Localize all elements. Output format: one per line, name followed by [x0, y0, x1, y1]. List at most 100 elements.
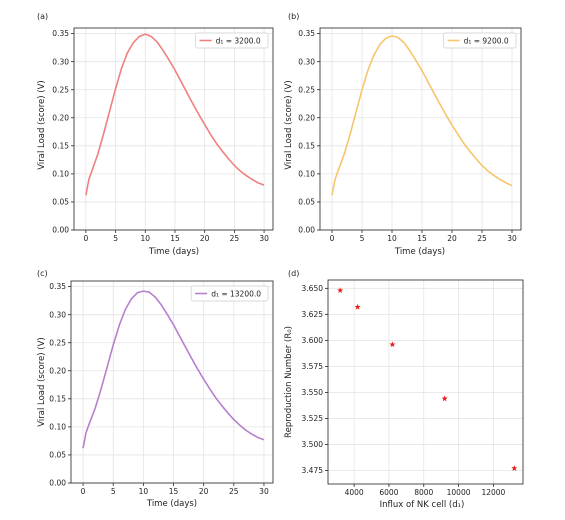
- panel-d-point-2: [389, 341, 396, 348]
- panel-b-ytick-label-1: 0.05: [298, 198, 315, 207]
- panel-d-xtick-label-1: 6000: [379, 488, 398, 497]
- panel-d-ytick-label-2: 3.525: [302, 414, 324, 423]
- panel-a-ytick-label-7: 0.35: [52, 29, 69, 38]
- panel-d-ytick-label-0: 3.475: [302, 466, 324, 475]
- panel-d-point-0: [337, 287, 344, 293]
- panel-a-xlabel: Time (days): [148, 247, 199, 257]
- panel-c-ytick-label-4: 0.20: [49, 366, 66, 375]
- panel-b-legend-label: d₁ = 9200.0: [464, 36, 509, 45]
- panel-b-ytick-label-2: 0.10: [298, 169, 315, 178]
- panel-a-ytick-label-4: 0.20: [52, 113, 69, 122]
- panel-d-ytick-label-3: 3.550: [302, 388, 324, 397]
- panel-c-frame: [70, 280, 274, 484]
- panel-c-ytick-label-1: 0.05: [49, 451, 66, 460]
- panel-b-xtick-label-2: 10: [387, 234, 397, 243]
- panel-c-xlabel: Time (days): [146, 499, 197, 509]
- panel-a-xtick-label-3: 15: [170, 234, 180, 243]
- panel-a-ytick-label-2: 0.10: [52, 169, 69, 178]
- panel-d-xtick-label-2: 8000: [414, 488, 433, 497]
- panel-b-xlabel: Time (days): [394, 247, 445, 257]
- panel-c-xtick-label-3: 15: [169, 487, 179, 496]
- panel-b-xtick-label-0: 0: [330, 234, 335, 243]
- panel-b-xtick-label-6: 30: [507, 234, 517, 243]
- panel-c-xtick-label-0: 0: [81, 487, 86, 496]
- panel-d-ytick-label-7: 3.650: [302, 284, 324, 293]
- panel-c-xtick-label-1: 5: [111, 487, 116, 496]
- panel-b-ytick-label-6: 0.30: [298, 57, 315, 66]
- panel-a-series-line-0: [85, 33, 265, 196]
- panel-d-ylabel: Reproduction Number (R₀): [284, 326, 294, 438]
- panel-a-xtick-label-6: 30: [259, 234, 269, 243]
- panel-c-xtick-label-2: 10: [139, 487, 149, 496]
- panel-b-ytick-label-3: 0.15: [298, 141, 315, 150]
- panel-d-ytick-label-1: 3.500: [302, 440, 324, 449]
- panel-c-series-line-0: [82, 290, 265, 449]
- panel-b-xtick-label-1: 5: [360, 234, 365, 243]
- panel-c-ytick-label-5: 0.25: [49, 338, 66, 347]
- panel-a-legend-label: d₁ = 3200.0: [216, 36, 261, 45]
- panel-d-ytick-label-4: 3.575: [302, 362, 324, 371]
- panel-a-xtick-label-1: 5: [113, 234, 118, 243]
- panel-a: (a) Viral Load (score) (V) Time (days) 0…: [37, 12, 274, 257]
- panel-d-point-3: [441, 395, 448, 402]
- panel-c-ytick-label-0: 0.00: [49, 479, 66, 488]
- panel-c-legend: [190, 285, 269, 302]
- panel-d-ytick-label-5: 3.600: [302, 336, 324, 345]
- panel-a-xtick-label-4: 20: [200, 234, 210, 243]
- panel-b-series-line-0: [331, 35, 513, 196]
- panel-a-plot: 0 5 10 15 20 25 30 0.00 0.05 0.10 0.15 0.20 0.25 0.30…: [52, 27, 274, 243]
- panel-a-xtick-label-2: 10: [141, 234, 151, 243]
- panel-a-frame: [73, 27, 274, 231]
- panel-c-ytick-label-6: 0.30: [49, 310, 66, 319]
- panel-b-ytick-label-5: 0.25: [298, 85, 315, 94]
- panel-a-tag: (a): [37, 12, 48, 21]
- panel-b-ylabel: Viral Load (score) (V): [284, 80, 294, 169]
- panel-a-ytick-label-0: 0.00: [52, 226, 69, 235]
- panel-a-ylabel: Viral Load (score) (V): [37, 80, 47, 169]
- panel-c: (c) Viral Load (score) (V) Time (days) 0…: [37, 269, 274, 509]
- panel-a-legend: [195, 32, 269, 49]
- panel-c-legend-label: d₁ = 13200.0: [211, 289, 261, 298]
- panel-a-xtick-label-5: 25: [230, 234, 240, 243]
- panel-d-tag: (d): [288, 269, 299, 278]
- panel-b-plot: 0 5 10 15 20 25 30 0.00 0.05 0.10 0.15 0.20 0.25 0.30…: [298, 27, 522, 243]
- panel-c-xtick-label-4: 20: [199, 487, 209, 496]
- panel-a-xtick-label-0: 0: [83, 234, 88, 243]
- panel-d-plot: 4000 6000 8000 10000 12000 3.475 3.500 3.525 3.5…: [302, 279, 524, 497]
- panel-c-ytick-label-2: 0.10: [49, 422, 66, 431]
- panel-b-plot-area: [320, 28, 521, 230]
- panel-a-ytick-label-3: 0.15: [52, 141, 69, 150]
- panel-a-ytick-label-1: 0.05: [52, 198, 69, 207]
- panel-d-point-4: [511, 465, 518, 471]
- panel-b-xtick-label-5: 25: [477, 234, 487, 243]
- panel-b-ytick-label-7: 0.35: [298, 29, 315, 38]
- panel-b-ytick-label-0: 0.00: [298, 226, 315, 235]
- panel-c-tag: (c): [37, 269, 48, 278]
- panel-d-xtick-label-0: 4000: [345, 488, 364, 497]
- panel-d-xtick-label-4: 12000: [481, 488, 505, 497]
- panel-c-ylabel: Viral Load (score) (V): [37, 337, 47, 426]
- panel-a-ytick-label-5: 0.25: [52, 85, 69, 94]
- panel-b-legend: [443, 32, 517, 49]
- panel-c-plot-area: [71, 281, 273, 483]
- panel-c-ytick-label-7: 0.35: [49, 282, 66, 291]
- panel-c-plot: 0 5 10 15 20 25 30 0.00 0.05 0.10 0.15 0.20 0.25 0.30…: [49, 280, 274, 496]
- panel-b: (b) Viral Load (score) (V) Time (days) 0…: [284, 12, 522, 257]
- panel-b-tag: (b): [288, 12, 299, 21]
- panel-d-xlabel: Influx of NK cell (d₁): [380, 500, 465, 510]
- panel-c-xtick-label-5: 25: [229, 487, 239, 496]
- panel-b-xtick-label-4: 20: [447, 234, 457, 243]
- panel-d: (d) Reproduction Number (R₀) Influx of N…: [284, 269, 524, 510]
- panel-c-xtick-label-6: 30: [259, 487, 269, 496]
- panel-c-ytick-label-3: 0.15: [49, 394, 66, 403]
- panel-a-plot-area: [74, 28, 273, 230]
- panel-d-frame: [327, 279, 524, 485]
- panel-a-ytick-label-6: 0.30: [52, 57, 69, 66]
- panel-d-ytick-label-6: 3.625: [302, 310, 324, 319]
- panel-b-ytick-label-4: 0.20: [298, 113, 315, 122]
- panel-b-xtick-label-3: 15: [417, 234, 427, 243]
- panel-d-xtick-label-3: 10000: [447, 488, 471, 497]
- panel-b-frame: [319, 27, 522, 231]
- panel-d-point-1: [354, 303, 361, 310]
